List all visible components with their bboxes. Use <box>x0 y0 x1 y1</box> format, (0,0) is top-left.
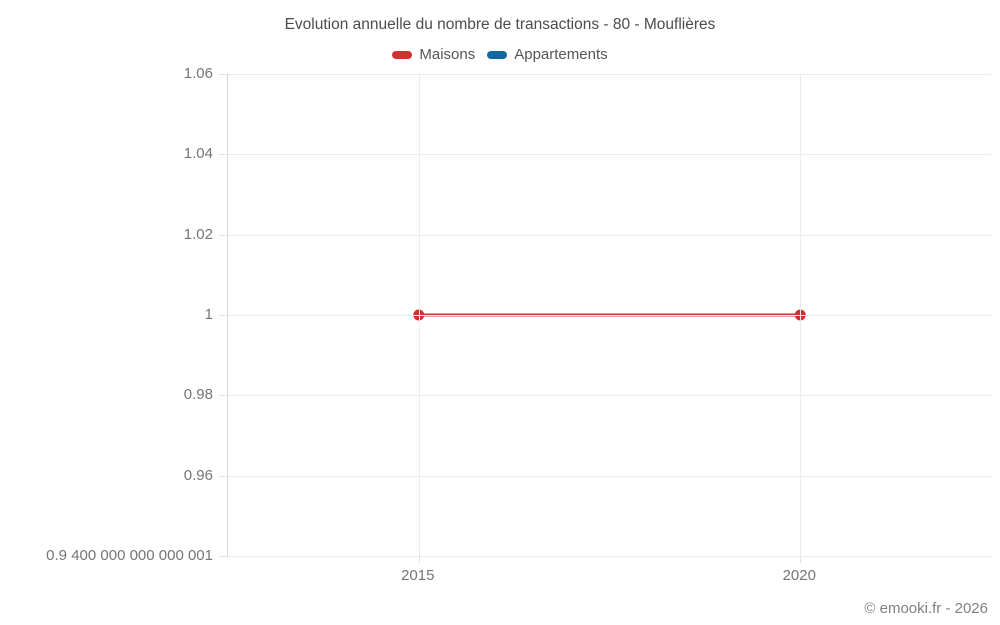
y-axis-tick <box>219 475 227 477</box>
copyright-text: © emooki.fr - 2026 <box>864 600 988 617</box>
y-axis-tick <box>219 74 227 75</box>
legend-label: Maisons <box>419 46 476 63</box>
y-axis-label: 0.98 <box>183 386 213 404</box>
y-axis-tick <box>219 556 227 557</box>
legend-swatch <box>392 50 413 59</box>
y-axis-label: 1.02 <box>183 225 213 243</box>
x-axis-label: 2020 <box>782 567 816 584</box>
legend-item-maisons[interactable]: Maisons <box>392 46 475 63</box>
v-gridline <box>418 74 420 556</box>
h-gridline <box>228 234 991 236</box>
chart-legend: Maisons Appartements <box>0 46 1000 63</box>
h-gridline <box>228 556 991 557</box>
h-gridline <box>228 395 991 397</box>
h-gridline <box>228 475 991 477</box>
h-gridline <box>228 315 991 316</box>
y-axis-tick <box>219 154 227 156</box>
h-gridline <box>228 154 991 156</box>
y-axis-label: 0.96 <box>183 466 213 484</box>
y-axis-label: 1.06 <box>183 65 213 82</box>
legend-item-appartements[interactable]: Appartements <box>487 46 608 63</box>
x-axis-tick <box>800 557 802 563</box>
y-axis-label: 1.04 <box>183 145 213 163</box>
legend-swatch <box>487 50 508 59</box>
plot-area <box>219 74 991 563</box>
chart-title: Evolution annuelle du nombre de transact… <box>284 16 716 33</box>
x-axis-tick <box>418 557 420 563</box>
x-axis-label: 2015 <box>401 567 435 584</box>
y-axis-label: 0.9 400 000 000 000 001 <box>46 547 213 564</box>
h-gridline <box>228 74 991 75</box>
y-axis-tick <box>219 234 227 236</box>
y-axis-tick <box>219 395 227 397</box>
v-gridline <box>800 74 802 556</box>
y-axis-tick <box>219 315 227 316</box>
legend-label: Appartements <box>514 46 608 63</box>
y-axis-label: 1 <box>204 306 213 323</box>
